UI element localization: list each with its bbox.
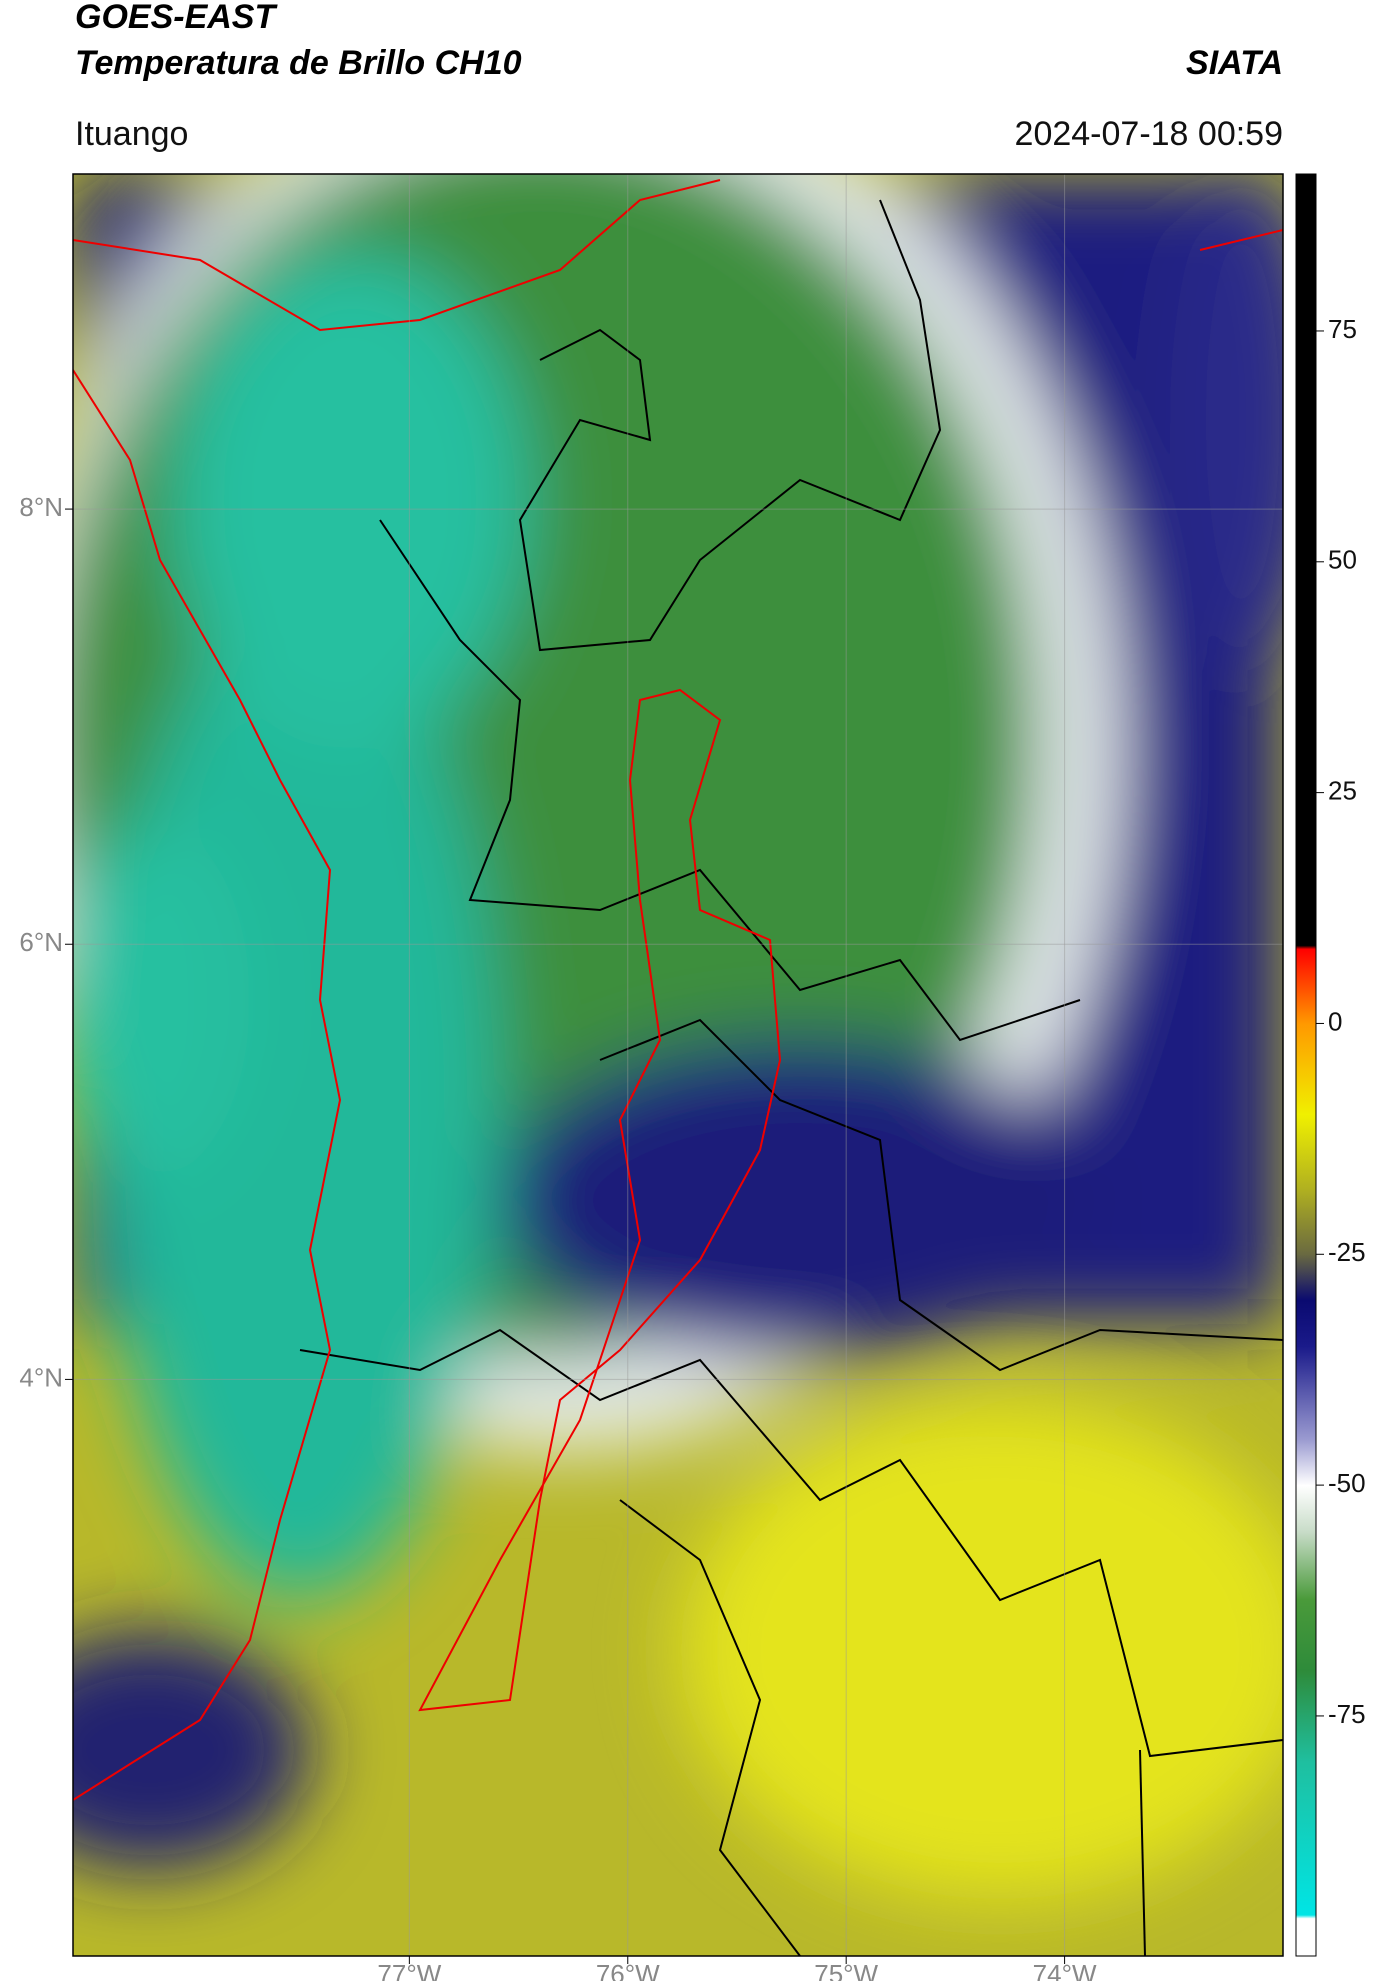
title: GOES-EAST (75, 0, 278, 36)
map-image (73, 174, 1283, 1956)
graticule (73, 174, 1283, 1956)
y-tick-label: 4°N (19, 1362, 63, 1392)
y-tick-label: 6°N (19, 927, 63, 957)
colorbar-tick-label: -25 (1328, 1237, 1366, 1267)
subtitle: Temperatura de Brillo CH10 (75, 44, 522, 82)
x-tick-label: 75°W (814, 1959, 878, 1981)
datetime: 2024-07-18 00:59 (1015, 115, 1283, 153)
colorbar-tick-label: -75 (1328, 1699, 1366, 1729)
source: SIATA (1186, 44, 1283, 82)
colorbar-tick-label: 75 (1328, 314, 1357, 344)
colorbar-tick-label: 0 (1328, 1006, 1342, 1036)
map-frame (72, 173, 1284, 1957)
location: Ituango (75, 115, 188, 153)
region-borders (73, 179, 1283, 1801)
colorbar-tick-label: -50 (1328, 1468, 1366, 1498)
borders (299, 199, 1283, 1956)
colorbar-tick-label: 50 (1328, 545, 1357, 575)
colorbar (1295, 173, 1317, 1957)
x-tick-label: 76°W (596, 1959, 660, 1981)
colorbar-tick-label: 25 (1328, 775, 1357, 805)
x-tick-label: 74°W (1033, 1959, 1097, 1981)
x-tick-label: 77°W (377, 1959, 441, 1981)
y-tick-label: 8°N (19, 492, 63, 522)
